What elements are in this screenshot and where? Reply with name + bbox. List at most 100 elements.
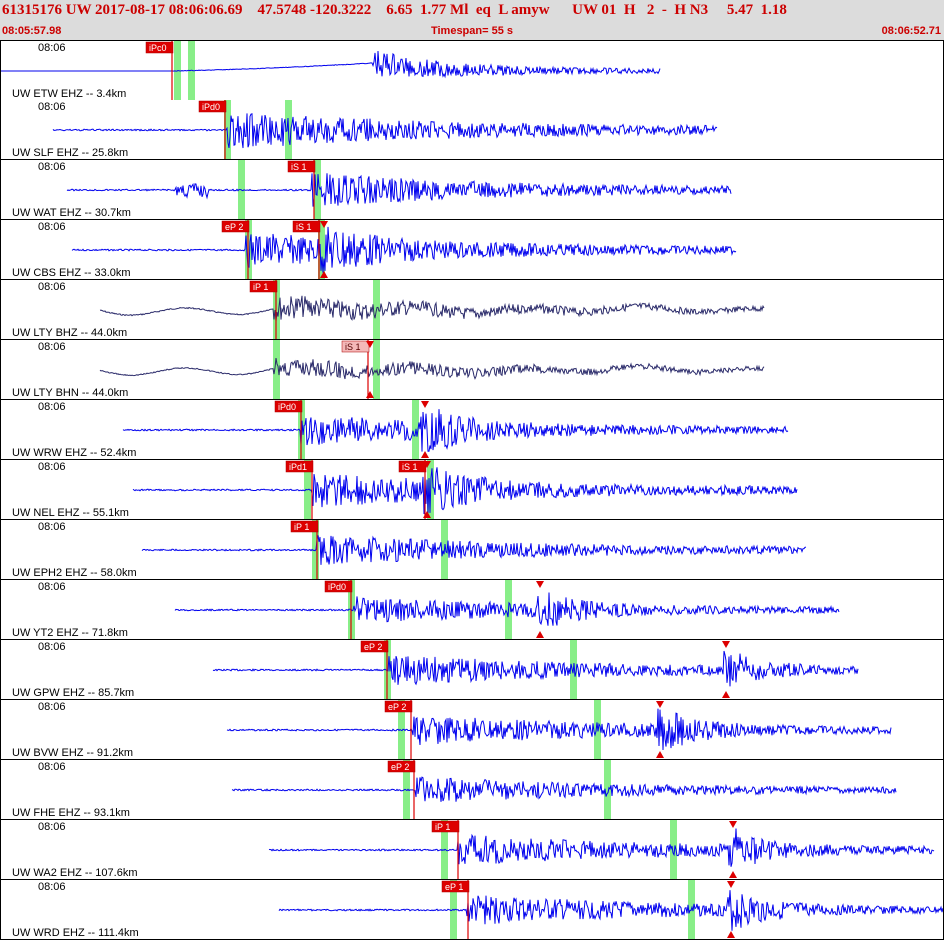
phase-pick[interactable]: iS 1 <box>287 160 316 219</box>
time-label: 08:06 <box>37 701 67 713</box>
waveform-plot[interactable]: iP 1 <box>1 520 943 579</box>
amplitude-marker[interactable] <box>366 341 374 348</box>
time-label: 08:06 <box>37 881 67 893</box>
trace-panel[interactable]: iPd0 08:06 UW WRW EHZ -- 52.4km <box>0 400 944 460</box>
amplitude-marker[interactable] <box>536 631 544 638</box>
time-label: 08:06 <box>37 101 67 113</box>
seismogram-traces[interactable]: iPc0 08:06 UW ETW EHZ -- 3.4km iPd0 08:06 UW … <box>0 40 944 940</box>
phase-pick[interactable]: iPd0 <box>324 580 353 639</box>
waveform-trace <box>99 358 765 380</box>
trace-panel[interactable]: iS 1 08:06 UW LTY BHN -- 44.0km <box>0 340 944 400</box>
trace-panel[interactable]: iP 1 08:06 UW LTY BHZ -- 44.0km <box>0 280 944 340</box>
waveform-plot[interactable]: eP 2 iS 1 <box>1 220 943 279</box>
phase-pick[interactable]: eP 2 <box>221 220 250 279</box>
waveform-plot[interactable]: iPd0 <box>1 580 943 639</box>
trace-panel[interactable]: eP 2 08:06 UW FHE EHZ -- 93.1km <box>0 760 944 820</box>
phase-pick[interactable]: iP 1 <box>290 520 319 579</box>
waveform-trace <box>52 113 718 149</box>
time-label: 08:06 <box>37 641 67 653</box>
phase-pick-label: iPd0 <box>328 582 346 592</box>
waveform-plot[interactable]: eP 1 <box>1 880 943 939</box>
trace-panel[interactable]: eP 1 08:06 UW WRD EHZ -- 111.4km <box>0 880 944 940</box>
amplitude-marker[interactable] <box>729 871 737 878</box>
station-label: UW SLF EHZ -- 25.8km <box>11 147 130 159</box>
phase-pick[interactable]: iS 1 <box>341 340 370 399</box>
waveform-trace <box>278 890 943 931</box>
waveform-plot[interactable]: iS 1 <box>1 160 943 219</box>
station-label: UW LTY BHN -- 44.0km <box>11 387 130 399</box>
station-label: UW BVW EHZ -- 91.2km <box>11 747 135 759</box>
waveform-plot[interactable]: iP 1 <box>1 820 943 879</box>
waveform-plot[interactable]: eP 2 <box>1 760 943 819</box>
phase-pick[interactable]: iPc0 <box>145 41 174 100</box>
amplitude-marker[interactable] <box>722 641 730 648</box>
trace-panel[interactable]: eP 2 08:06 UW BVW EHZ -- 91.2km <box>0 700 944 760</box>
waveform-plot[interactable]: iPd1 iS 1 <box>1 460 943 519</box>
station-label: UW LTY BHZ -- 44.0km <box>11 327 129 339</box>
time-label: 08:06 <box>37 401 67 413</box>
waveform-trace <box>122 409 789 452</box>
waveform-plot[interactable]: iS 1 <box>1 340 943 399</box>
station-label: UW YT2 EHZ -- 71.8km <box>11 627 129 639</box>
amplitude-marker[interactable] <box>320 271 328 278</box>
phase-pick[interactable]: iP 1 <box>249 280 278 339</box>
event-header: 61315176 UW 2017-08-17 08:06:06.69 47.57… <box>0 0 944 41</box>
event-summary: 61315176 UW 2017-08-17 08:06:06.69 47.57… <box>2 2 787 18</box>
phase-pick[interactable]: iPd0 <box>198 100 227 159</box>
trace-panel[interactable]: eP 2 iS 1 08:06 UW CBS EHZ -- 33.0km <box>0 220 944 280</box>
trace-panel[interactable]: iPd1 iS 1 08:06 UW NEL EHZ -- 55.1km <box>0 460 944 520</box>
time-label: 08:06 <box>37 42 67 54</box>
trace-panel[interactable]: iP 1 08:06 UW WA2 EHZ -- 107.6km <box>0 820 944 880</box>
phase-pick[interactable]: eP 2 <box>384 700 413 759</box>
waveform-trace <box>174 592 840 626</box>
trace-panel[interactable]: iPd0 08:06 UW YT2 EHZ -- 71.8km <box>0 580 944 640</box>
waveform-plot[interactable]: eP 2 <box>1 700 943 759</box>
timespan-label: Timespan= 55 s <box>430 25 514 37</box>
amplitude-marker[interactable] <box>320 221 328 228</box>
trace-panel[interactable]: iPd0 08:06 UW SLF EHZ -- 25.8km <box>0 100 944 160</box>
theoretical-arrival-bar <box>273 340 280 399</box>
time-label: 08:06 <box>37 761 67 773</box>
amplitude-marker[interactable] <box>722 691 730 698</box>
waveform-trace <box>268 828 935 867</box>
amplitude-marker[interactable] <box>656 701 664 708</box>
waveform-plot[interactable]: iPd0 <box>1 400 943 459</box>
phase-pick[interactable]: iP 1 <box>431 820 460 879</box>
waveform-trace <box>231 776 897 802</box>
phase-pick[interactable]: iPd0 <box>274 400 303 459</box>
amplitude-marker[interactable] <box>423 511 431 518</box>
amplitude-marker[interactable] <box>423 461 431 468</box>
station-label: UW ETW EHZ -- 3.4km <box>11 88 128 100</box>
phase-pick-label: iS 1 <box>296 222 312 232</box>
theoretical-arrival-bar <box>373 340 380 399</box>
amplitude-marker[interactable] <box>727 881 735 888</box>
waveform-plot[interactable]: iPc0 <box>1 41 943 100</box>
phase-pick-label: eP 2 <box>391 762 409 772</box>
time-label: 08:06 <box>37 581 67 593</box>
waveform-plot[interactable]: iPd0 <box>1 100 943 159</box>
phase-pick-label: iS 1 <box>402 462 418 472</box>
phase-pick[interactable]: eP 1 <box>441 880 470 939</box>
amplitude-marker[interactable] <box>366 391 374 398</box>
amplitude-marker[interactable] <box>727 931 735 938</box>
phase-pick[interactable]: eP 2 <box>387 760 416 819</box>
phase-pick[interactable]: iS 1 <box>292 220 321 279</box>
phase-pick[interactable]: iS 1 <box>398 460 427 519</box>
amplitude-marker[interactable] <box>729 821 737 828</box>
phase-pick[interactable]: iPd1 <box>285 460 314 519</box>
amplitude-marker[interactable] <box>421 401 429 408</box>
amplitude-marker[interactable] <box>421 451 429 458</box>
time-label: 08:06 <box>37 161 67 173</box>
waveform-plot[interactable]: iP 1 <box>1 280 943 339</box>
trace-panel[interactable]: iPc0 08:06 UW ETW EHZ -- 3.4km <box>0 40 944 101</box>
station-label: UW EPH2 EHZ -- 58.0km <box>11 567 138 579</box>
phase-pick[interactable]: eP 2 <box>360 640 389 699</box>
waveform-trace <box>1 50 661 79</box>
amplitude-marker[interactable] <box>536 581 544 588</box>
waveform-plot[interactable]: eP 2 <box>1 640 943 699</box>
amplitude-marker[interactable] <box>656 751 664 758</box>
trace-panel[interactable]: eP 2 08:06 UW GPW EHZ -- 85.7km <box>0 640 944 700</box>
phase-pick-label: iP 1 <box>294 522 309 532</box>
trace-panel[interactable]: iS 1 08:06 UW WAT EHZ -- 30.7km <box>0 160 944 220</box>
trace-panel[interactable]: iP 1 08:06 UW EPH2 EHZ -- 58.0km <box>0 520 944 580</box>
